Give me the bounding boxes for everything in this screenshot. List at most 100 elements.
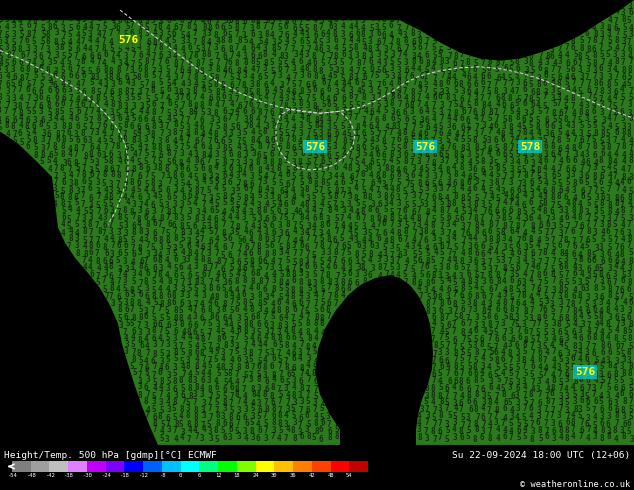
Text: 3: 3 xyxy=(304,271,309,280)
Text: 6: 6 xyxy=(537,399,542,408)
Text: 4: 4 xyxy=(181,363,186,371)
Text: 7: 7 xyxy=(543,263,548,272)
Text: 6: 6 xyxy=(424,314,429,323)
Text: 5: 5 xyxy=(321,285,325,294)
Text: t: t xyxy=(40,206,44,216)
Text: 0: 0 xyxy=(335,326,340,335)
Text: 4: 4 xyxy=(579,151,584,160)
Text: 5: 5 xyxy=(622,31,627,40)
Text: 6: 6 xyxy=(605,227,611,237)
Text: 7: 7 xyxy=(488,293,493,301)
Text: 8: 8 xyxy=(209,284,214,293)
Text: 3: 3 xyxy=(131,269,136,278)
Text: 6: 6 xyxy=(347,270,353,278)
Text: 6: 6 xyxy=(550,52,554,61)
Text: 3: 3 xyxy=(193,150,198,159)
Text: 4: 4 xyxy=(571,383,575,392)
Text: 6: 6 xyxy=(468,173,472,182)
Text: 4: 4 xyxy=(451,163,456,172)
Text: t: t xyxy=(116,1,120,10)
Text: 7: 7 xyxy=(81,434,86,442)
Text: 6: 6 xyxy=(242,413,247,422)
Text: 8: 8 xyxy=(370,334,374,343)
Text: 6: 6 xyxy=(227,66,232,75)
Text: 7: 7 xyxy=(103,364,107,372)
Text: 5: 5 xyxy=(628,293,633,302)
Text: 5: 5 xyxy=(227,144,232,153)
Text: 6: 6 xyxy=(419,72,424,81)
Text: 3: 3 xyxy=(124,265,129,273)
Text: 7: 7 xyxy=(125,171,129,180)
Text: 5: 5 xyxy=(564,327,569,336)
Text: 8: 8 xyxy=(221,363,225,372)
Text: 7: 7 xyxy=(552,276,556,285)
Text: 5: 5 xyxy=(97,88,101,97)
Text: 5: 5 xyxy=(363,149,368,158)
Text: 5: 5 xyxy=(173,264,178,272)
Text: 5: 5 xyxy=(160,88,164,97)
Text: 6: 6 xyxy=(200,116,205,125)
Text: 8: 8 xyxy=(110,306,114,315)
Text: 0: 0 xyxy=(509,23,514,32)
Text: 7: 7 xyxy=(614,17,618,26)
Text: 8: 8 xyxy=(125,87,129,97)
Text: 3: 3 xyxy=(125,340,129,349)
Text: 5: 5 xyxy=(579,36,584,45)
Text: 7: 7 xyxy=(327,376,331,385)
Text: 4: 4 xyxy=(573,320,577,329)
Text: 3: 3 xyxy=(96,178,100,187)
Text: 5: 5 xyxy=(444,398,450,407)
Text: 4: 4 xyxy=(375,107,380,116)
Text: 8: 8 xyxy=(556,79,561,88)
Text: 5: 5 xyxy=(600,122,605,132)
Text: 6: 6 xyxy=(494,313,498,322)
Text: 5: 5 xyxy=(544,293,548,301)
Text: 6: 6 xyxy=(391,8,395,17)
Text: 7: 7 xyxy=(467,66,471,74)
Text: 8: 8 xyxy=(536,80,541,89)
Text: 3: 3 xyxy=(242,145,247,153)
Text: 4: 4 xyxy=(137,220,141,229)
Text: 8: 8 xyxy=(314,313,319,322)
Text: 5: 5 xyxy=(460,135,465,144)
Text: 0: 0 xyxy=(396,2,400,11)
Text: 8: 8 xyxy=(74,144,78,153)
Text: 5: 5 xyxy=(495,194,500,203)
Text: 3: 3 xyxy=(216,116,221,125)
Text: 3: 3 xyxy=(26,45,30,53)
Text: 5: 5 xyxy=(244,370,249,380)
Text: 3: 3 xyxy=(314,172,318,181)
Text: 5: 5 xyxy=(55,257,60,267)
Text: 5: 5 xyxy=(223,198,227,207)
Text: 3: 3 xyxy=(11,65,16,74)
Text: 5: 5 xyxy=(214,177,219,186)
Text: 8: 8 xyxy=(67,193,72,202)
Text: 5: 5 xyxy=(10,79,15,88)
Text: 4: 4 xyxy=(375,15,380,24)
Text: 4: 4 xyxy=(228,314,232,323)
Text: 6: 6 xyxy=(503,404,507,413)
Text: T: T xyxy=(495,52,500,61)
Text: 5: 5 xyxy=(438,46,443,54)
Text: 6: 6 xyxy=(432,93,437,102)
Text: 4: 4 xyxy=(614,305,618,315)
Text: 7: 7 xyxy=(27,94,32,102)
Text: 7: 7 xyxy=(362,368,366,378)
Text: 8: 8 xyxy=(74,179,79,188)
Text: 8: 8 xyxy=(622,15,626,24)
Text: 6: 6 xyxy=(592,349,597,358)
Text: 8: 8 xyxy=(123,122,127,130)
Text: 5: 5 xyxy=(613,102,618,111)
Text: 6: 6 xyxy=(200,314,204,323)
Text: 6: 6 xyxy=(222,418,227,428)
Text: 4: 4 xyxy=(468,328,472,338)
Text: 6: 6 xyxy=(473,326,478,335)
Text: 6: 6 xyxy=(361,292,365,300)
Text: 7: 7 xyxy=(545,411,550,420)
Text: 5: 5 xyxy=(299,24,303,33)
Text: 8: 8 xyxy=(174,314,179,323)
Text: 6: 6 xyxy=(361,170,365,179)
Text: 24: 24 xyxy=(252,473,259,478)
Text: 6: 6 xyxy=(216,9,220,19)
Text: 7: 7 xyxy=(599,36,604,45)
